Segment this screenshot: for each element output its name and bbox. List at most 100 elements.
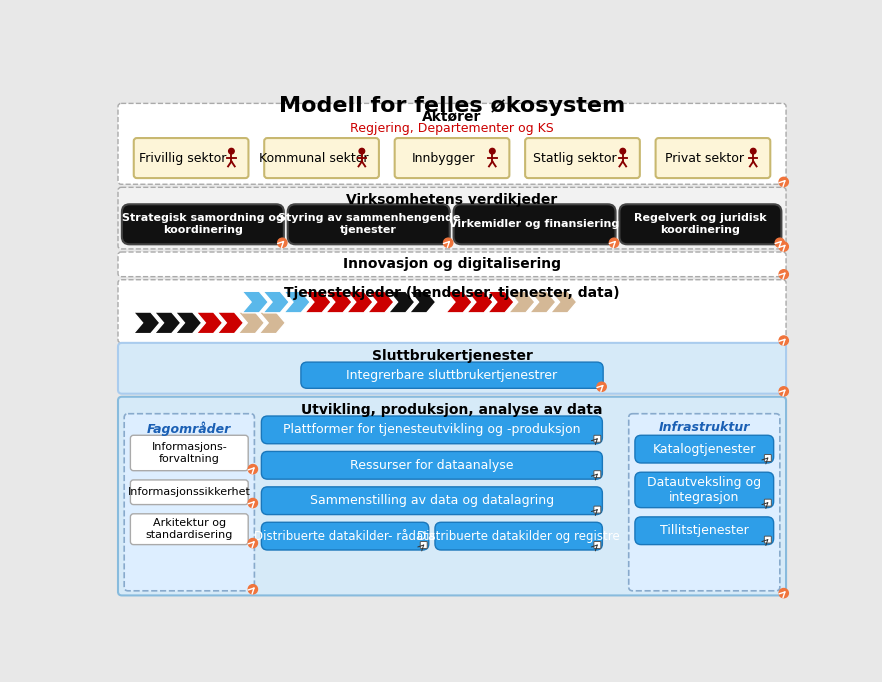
FancyBboxPatch shape [453, 205, 616, 244]
Circle shape [779, 177, 789, 187]
Circle shape [444, 238, 452, 248]
Text: Statlig sektor: Statlig sektor [533, 151, 617, 164]
Text: Virkemidler og finansiering: Virkemidler og finansiering [450, 220, 620, 229]
Text: Strategisk samordning og
koordinering: Strategisk samordning og koordinering [122, 213, 284, 235]
Text: Infrastruktur: Infrastruktur [659, 421, 750, 434]
Text: Tjenestekjeder (hendelser, tjenester, data): Tjenestekjeder (hendelser, tjenester, da… [284, 286, 620, 300]
Circle shape [779, 589, 789, 597]
Text: Informasjons-
forvaltning: Informasjons- forvaltning [152, 442, 228, 464]
Polygon shape [217, 312, 243, 333]
Text: Integrerbare sluttbrukertjenestrer: Integrerbare sluttbrukertjenestrer [347, 369, 557, 382]
FancyBboxPatch shape [265, 138, 379, 178]
Text: Sluttbrukertjenester: Sluttbrukertjenester [371, 349, 533, 363]
FancyBboxPatch shape [594, 506, 601, 513]
Circle shape [597, 382, 606, 391]
Text: Virksomhetens verdikjeder: Virksomhetens verdikjeder [347, 194, 557, 207]
Polygon shape [409, 291, 436, 313]
FancyBboxPatch shape [629, 414, 780, 591]
FancyBboxPatch shape [635, 472, 774, 507]
FancyBboxPatch shape [619, 205, 781, 244]
FancyBboxPatch shape [131, 480, 248, 505]
FancyBboxPatch shape [118, 343, 786, 394]
Polygon shape [284, 291, 310, 313]
Circle shape [779, 387, 789, 396]
Polygon shape [259, 312, 286, 333]
Circle shape [248, 499, 258, 507]
Circle shape [775, 238, 784, 248]
Polygon shape [133, 312, 160, 333]
Circle shape [248, 539, 258, 548]
Polygon shape [176, 312, 202, 333]
Text: Informasjonssikkerhet: Informasjonssikkerhet [128, 487, 250, 497]
Text: Frivillig sektor: Frivillig sektor [139, 151, 227, 164]
Circle shape [248, 584, 258, 594]
FancyBboxPatch shape [301, 362, 603, 388]
Text: Regjering, Departementer og KS: Regjering, Departementer og KS [350, 122, 554, 135]
Text: Katalogtjenester: Katalogtjenester [653, 443, 756, 456]
Polygon shape [242, 291, 268, 313]
FancyBboxPatch shape [118, 252, 786, 277]
Circle shape [359, 149, 364, 154]
FancyBboxPatch shape [635, 517, 774, 545]
FancyBboxPatch shape [420, 542, 427, 548]
Circle shape [490, 149, 495, 154]
Polygon shape [197, 312, 222, 333]
FancyBboxPatch shape [261, 451, 602, 479]
FancyBboxPatch shape [118, 397, 786, 595]
Text: Utvikling, produksjon, analyse av data: Utvikling, produksjon, analyse av data [302, 403, 602, 417]
Polygon shape [154, 312, 181, 333]
Text: Ressurser for dataanalyse: Ressurser for dataanalyse [350, 459, 513, 472]
Polygon shape [467, 291, 493, 313]
Text: Privat sektor: Privat sektor [665, 151, 744, 164]
FancyBboxPatch shape [655, 138, 770, 178]
Polygon shape [529, 291, 556, 313]
Polygon shape [238, 312, 265, 333]
FancyBboxPatch shape [635, 435, 774, 463]
Polygon shape [347, 291, 373, 313]
Text: Datautveksling og
integrasjon: Datautveksling og integrasjon [647, 476, 761, 504]
FancyBboxPatch shape [435, 522, 602, 550]
Text: Innovasjon og digitalisering: Innovasjon og digitalisering [343, 257, 561, 271]
FancyBboxPatch shape [134, 138, 249, 178]
FancyBboxPatch shape [394, 138, 510, 178]
FancyBboxPatch shape [261, 416, 602, 444]
FancyBboxPatch shape [594, 471, 601, 477]
FancyBboxPatch shape [594, 542, 601, 548]
FancyBboxPatch shape [118, 104, 786, 184]
Text: Innbygger: Innbygger [412, 151, 475, 164]
FancyBboxPatch shape [261, 487, 602, 515]
FancyBboxPatch shape [261, 522, 429, 550]
Text: Distribuerte datakilder- rådata: Distribuerte datakilder- rådata [254, 530, 436, 543]
Circle shape [620, 149, 625, 154]
FancyBboxPatch shape [765, 536, 772, 543]
Text: Kommunal sektor: Kommunal sektor [258, 151, 369, 164]
Text: Styring av sammenhengende
tjenester: Styring av sammenhengende tjenester [278, 213, 460, 235]
Text: Modell for felles økosystem: Modell for felles økosystem [279, 95, 625, 116]
Text: Arkitektur og
standardisering: Arkitektur og standardisering [146, 518, 233, 540]
FancyBboxPatch shape [122, 205, 284, 244]
Polygon shape [305, 291, 331, 313]
Circle shape [751, 149, 756, 154]
FancyBboxPatch shape [118, 280, 786, 343]
Circle shape [228, 149, 235, 154]
Polygon shape [388, 291, 415, 313]
FancyBboxPatch shape [124, 414, 254, 591]
Circle shape [278, 238, 287, 248]
Text: Plattformer for tjenesteutvikling og -produksjon: Plattformer for tjenesteutvikling og -pr… [283, 424, 580, 436]
FancyBboxPatch shape [288, 205, 450, 244]
Circle shape [779, 242, 789, 251]
Polygon shape [445, 291, 472, 313]
FancyBboxPatch shape [118, 188, 786, 249]
Circle shape [609, 238, 618, 248]
Text: Tillitstjenester: Tillitstjenester [660, 524, 749, 537]
Polygon shape [263, 291, 289, 313]
FancyBboxPatch shape [131, 435, 248, 471]
Text: Distribuerte datakilder og registre: Distribuerte datakilder og registre [417, 530, 620, 543]
Polygon shape [488, 291, 514, 313]
Circle shape [779, 336, 789, 345]
Polygon shape [368, 291, 394, 313]
Polygon shape [325, 291, 352, 313]
Polygon shape [550, 291, 577, 313]
FancyBboxPatch shape [765, 499, 772, 506]
FancyBboxPatch shape [131, 514, 248, 545]
